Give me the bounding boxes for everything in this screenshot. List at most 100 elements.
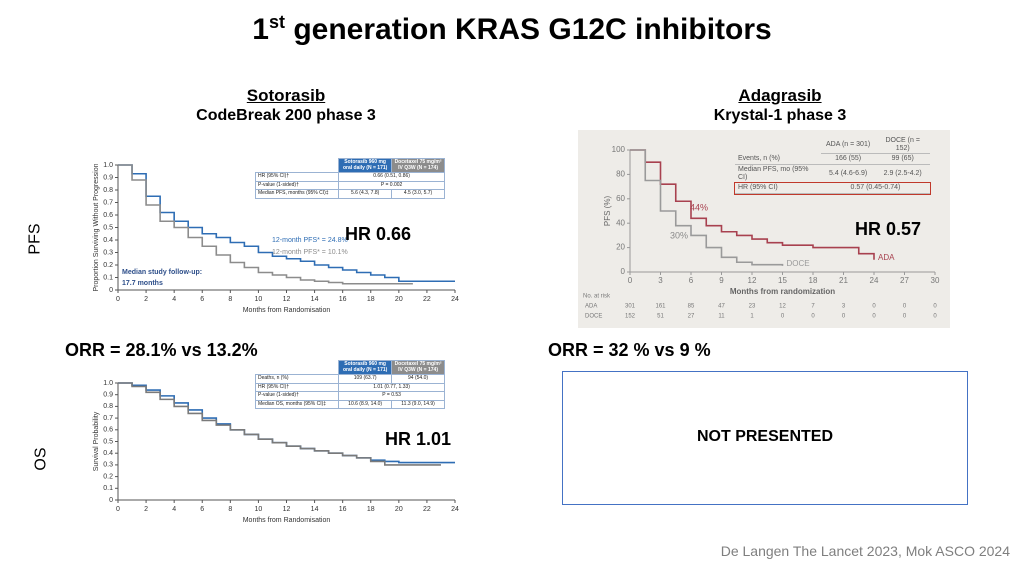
column-header: Docetaxel 75 mg/m² IV Q3W (N = 174) — [391, 158, 445, 173]
risk-value: 0 — [781, 314, 785, 320]
x-tick-label: 24 — [870, 276, 879, 285]
drug-name: Sotorasib — [246, 86, 326, 105]
table-cell: 5.6 (4.3, 7.8) — [338, 189, 393, 199]
x-tick-label: 0 — [116, 506, 120, 513]
title-text: generation KRAS G12C inhibitors — [293, 13, 772, 46]
slide-title: 1st generation KRAS G12C inhibitors — [0, 12, 1024, 47]
x-tick-label: 14 — [311, 506, 319, 513]
survival-curve — [630, 149, 784, 266]
y-tick-label: 0.1 — [103, 485, 113, 492]
y-tick-label: 0.7 — [103, 199, 113, 206]
y-tick-label: 0.7 — [103, 415, 113, 422]
table-row: Median PFS, mo (95% CI) 5.4 (4.6-6.9) 2.9 … — [735, 164, 930, 184]
hazard-ratio: HR 0.57 — [855, 219, 922, 239]
table-header: Sotorasib 960 mg oral daily (N = 171) Doc… — [256, 360, 445, 375]
risk-value: 3 — [842, 304, 846, 310]
y-axis-label: Proportion Surviving Without Progression — [93, 163, 100, 291]
risk-value: 1 — [750, 314, 754, 320]
row-label: P-value (1-sided)† — [254, 391, 340, 401]
y-tick-label: 0.5 — [103, 224, 113, 231]
risk-value: 0 — [842, 314, 846, 320]
x-tick-label: 21 — [839, 276, 848, 285]
table-header: ADA (n = 301) DOCE (n = 152) — [735, 136, 930, 155]
x-tick-label: 22 — [423, 296, 431, 303]
y-tick-label: 0.8 — [103, 187, 113, 194]
column-header: ADA (n = 301) — [820, 136, 876, 155]
table-row: Median OS, months (95% CI)‡ 10.6 (8.9, 14… — [254, 399, 445, 409]
x-tick-label: 8 — [228, 506, 232, 513]
annotation: 30% — [670, 230, 688, 240]
x-tick-label: 24 — [451, 296, 459, 303]
citation: De Langen The Lancet 2023, Mok ASCO 2024 — [720, 543, 1010, 559]
x-tick-label: 16 — [339, 296, 347, 303]
risk-value: 51 — [657, 314, 664, 320]
table-header: Sotorasib 960 mg oral daily (N = 171) Doc… — [256, 158, 445, 173]
table-cell: 0.57 (0.45-0.74) — [820, 182, 930, 195]
y-tick-label: 0.6 — [103, 427, 113, 434]
y-tick-label: 0.1 — [103, 274, 113, 281]
y-tick-label: 1.0 — [103, 162, 113, 169]
row-label: Median PFS, mo (95% CI) — [735, 164, 821, 184]
table-row: HR (95% CI)† 1.01 (0.77, 1.33) — [254, 382, 445, 392]
table-row: HR (95% CI)† 0.66 (0.51, 0.86) — [254, 172, 445, 182]
x-tick-label: 20 — [395, 506, 403, 513]
x-tick-label: 2 — [144, 296, 148, 303]
risk-value: 0 — [903, 314, 907, 320]
trial-name: CodeBreak 200 phase 3 — [196, 107, 376, 124]
column-header: Sotorasib 960 mg oral daily (N = 171) — [338, 360, 393, 375]
y-tick-label: 0 — [109, 287, 113, 294]
x-tick-label: 0 — [628, 276, 633, 285]
table-cell: 2.9 (2.5-4.2) — [875, 164, 930, 184]
orr: ORR = 28.1% vs 13.2% — [65, 340, 258, 360]
table-row: Deaths, n (%) 109 (63.7) 94 (54.0) — [254, 374, 445, 384]
table-cell: 5.4 (4.6-6.9) — [820, 164, 876, 184]
annotation: 17.7 months — [122, 280, 163, 287]
stats-table: Sotorasib 960 mg oral daily (N = 171) Doc… — [254, 158, 445, 199]
y-tick-label: 0.8 — [103, 403, 113, 410]
x-axis-label: Months from Randomisation — [243, 307, 331, 314]
y-axis-label: Survival Probability — [93, 411, 100, 471]
table-row: P-value (1-sided)† P = 0.53 — [254, 391, 445, 401]
x-tick-label: 9 — [719, 276, 724, 285]
x-tick-label: 6 — [200, 296, 204, 303]
x-tick-label: 18 — [367, 296, 375, 303]
x-tick-label: 12 — [748, 276, 757, 285]
risk-value: 85 — [688, 304, 695, 310]
table-cell: 11.3 (9.0, 14.9) — [391, 399, 445, 409]
title-number: 1 — [252, 13, 269, 46]
x-tick-label: 10 — [255, 296, 263, 303]
y-tick-label: 80 — [616, 170, 625, 179]
column-header: DOCE (n = 152) — [875, 136, 930, 155]
y-tick-label: 20 — [616, 243, 625, 252]
y-tick-label: 40 — [616, 218, 625, 227]
row-label: HR (95% CI)† — [254, 172, 340, 182]
row-label: P-value (1-sided)† — [254, 180, 340, 190]
table-cell: 10.6 (8.9, 14.0) — [338, 399, 393, 409]
trial-name: Krystal-1 phase 3 — [713, 107, 847, 124]
hazard-ratio: HR 1.01 — [385, 429, 452, 449]
risk-table-title: No. at risk — [583, 294, 611, 300]
x-tick-label: 18 — [809, 276, 818, 285]
table-row: Events, n (%) 166 (55) 99 (65) — [735, 153, 930, 166]
y-tick-label: 0.5 — [103, 438, 113, 445]
risk-value: 161 — [655, 304, 666, 310]
x-tick-label: 27 — [900, 276, 909, 285]
y-tick-label: 0.4 — [103, 237, 113, 244]
table-row: P-value (1-sided)† P = 0.002 — [254, 180, 445, 190]
hazard-ratio: HR 0.66 — [345, 224, 412, 244]
row-label: HR (95% CI)† — [254, 382, 340, 392]
risk-row-name: ADA — [585, 304, 597, 310]
series-label: ADA — [878, 253, 895, 262]
x-tick-label: 12 — [283, 506, 291, 513]
annotation: 12-month PFS* = 24.8% — [272, 237, 348, 244]
x-tick-label: 6 — [200, 506, 204, 513]
risk-value: 27 — [688, 314, 695, 320]
stats-table: Sotorasib 960 mg oral daily (N = 171) Doc… — [254, 360, 445, 409]
risk-row-name: DOCE — [585, 314, 602, 320]
table-cell: P = 0.53 — [338, 391, 445, 401]
survival-curve — [118, 382, 441, 466]
table-row: Median PFS, months (95% CI)‡ 5.6 (4.3, 7.… — [254, 189, 445, 199]
table-cell: 99 (65) — [875, 153, 930, 166]
